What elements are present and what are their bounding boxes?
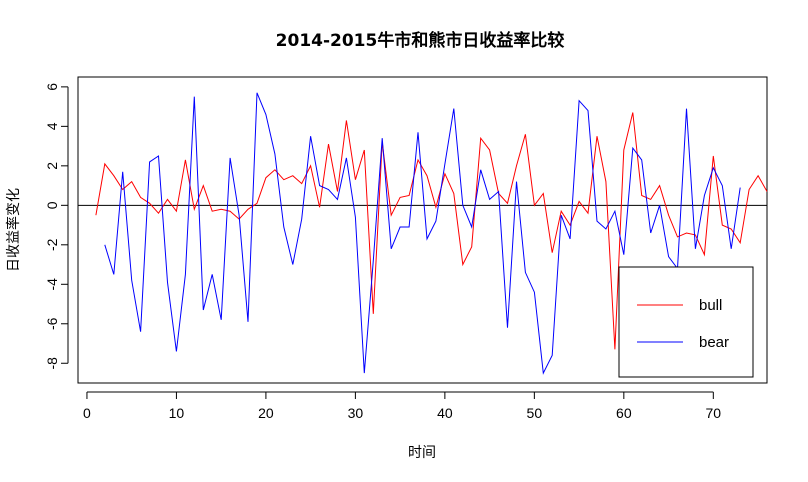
x-tick-label: 50: [527, 405, 543, 421]
x-tick-label: 10: [169, 405, 185, 421]
y-tick-label: -4: [44, 278, 60, 291]
x-tick-label: 40: [437, 405, 453, 421]
plot-frame: [77, 76, 768, 384]
x-axis: 0 10 20 30 40 50 60 70: [83, 391, 722, 421]
series-layer: [95, 92, 768, 375]
legend-box: [618, 266, 754, 378]
y-tick-label: 0: [44, 201, 60, 209]
y-axis-label: 日收益率变化: [5, 188, 22, 272]
y-tick-label: 2: [44, 162, 60, 170]
series-line-bear: [104, 92, 741, 375]
y-tick-label: 4: [44, 122, 60, 130]
y-axis: -8 -6 -4 -2 0 2 4 6: [44, 83, 69, 370]
legend-label-bear: bear: [699, 334, 729, 351]
y-tick-label: -2: [44, 238, 60, 251]
series-line-bull: [95, 112, 768, 350]
x-tick-label: 20: [258, 405, 274, 421]
x-tick-label: 30: [348, 405, 364, 421]
x-tick-label: 0: [83, 405, 91, 421]
x-tick-label: 70: [706, 405, 722, 421]
y-tick-label: -8: [44, 357, 60, 370]
x-tick-label: 60: [616, 405, 632, 421]
y-tick-label: 6: [44, 83, 60, 91]
plot-area: [77, 76, 768, 384]
y-tick-label: -6: [44, 317, 60, 330]
legend: bull bear: [618, 266, 754, 378]
legend-label-bull: bull: [699, 297, 722, 314]
x-axis-label: 时间: [408, 445, 436, 461]
chart-title: 2014-2015牛市和熊市日收益率比较: [276, 30, 565, 51]
